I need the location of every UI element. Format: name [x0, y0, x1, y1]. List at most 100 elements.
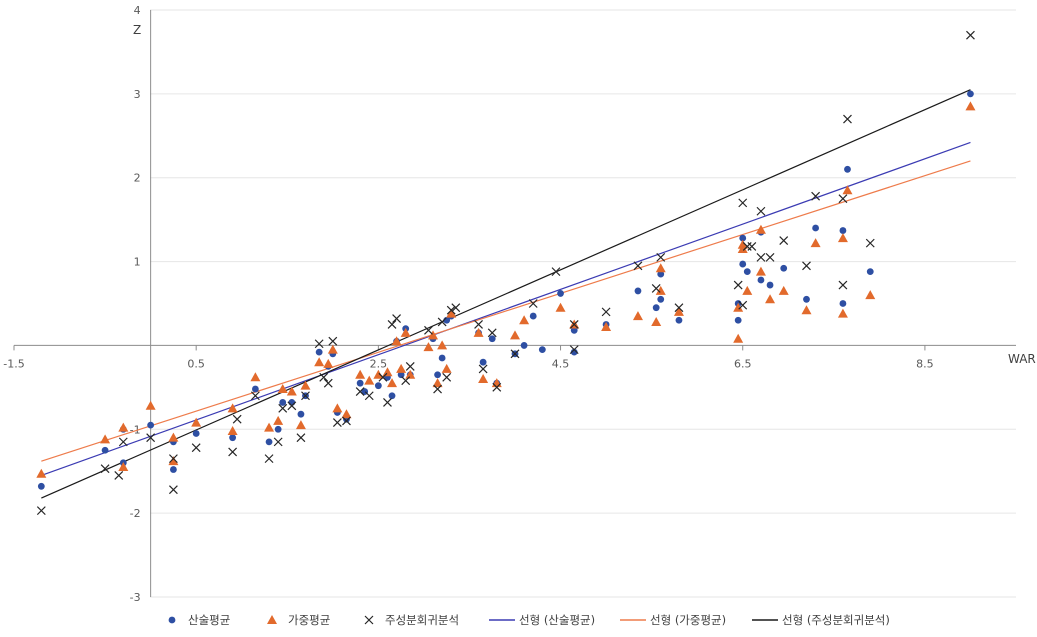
- data-point: [474, 320, 483, 329]
- data-point: [655, 263, 666, 273]
- data-point: [383, 398, 392, 407]
- data-point: [487, 328, 497, 338]
- data-point: [437, 340, 448, 350]
- data-point: [734, 316, 742, 324]
- data-point: [865, 290, 876, 300]
- data-point: [145, 400, 156, 410]
- data-point: [655, 285, 666, 295]
- data-point: [273, 415, 284, 425]
- data-point: [756, 252, 766, 262]
- data-point: [332, 403, 343, 413]
- data-point: [557, 290, 564, 297]
- data-point: [446, 305, 456, 315]
- data-point: [839, 300, 847, 307]
- legend-label: 선형 (주성분회귀분석): [782, 613, 890, 627]
- data-point: [652, 304, 660, 312]
- data-point: [356, 379, 364, 387]
- tick-labels: -1.5 0.5 2.5 4.5 6.5 8.5 -3 -2 -1 1 2 3 4: [3, 4, 933, 604]
- data-point: [314, 357, 325, 367]
- data-point: [286, 386, 297, 396]
- data-point: [743, 268, 751, 276]
- data-point: [328, 336, 338, 346]
- data-point: [342, 416, 351, 426]
- data-point: [510, 349, 520, 359]
- data-point: [442, 372, 452, 382]
- data-point: [323, 378, 333, 388]
- data-point: [810, 238, 821, 248]
- data-point: [288, 399, 296, 406]
- data-point: [405, 369, 416, 379]
- data-point: [488, 335, 496, 343]
- data-point: [839, 227, 847, 234]
- x-tick-label: 2.5: [370, 357, 388, 370]
- data-point: [364, 391, 374, 401]
- data-point: [478, 373, 489, 383]
- data-point: [37, 482, 45, 490]
- x-axis-title: WAR: [1008, 352, 1036, 366]
- data-point: [801, 305, 812, 315]
- data-point: [434, 371, 441, 379]
- data-point: [778, 285, 789, 295]
- data-point: [451, 303, 461, 313]
- data-point: [538, 346, 546, 354]
- data-point: [341, 409, 352, 419]
- data-point: [168, 432, 179, 442]
- data-point: [168, 456, 179, 466]
- data-point: [478, 364, 488, 374]
- data-point: [387, 378, 398, 388]
- data-point: [651, 316, 662, 326]
- data-point: [378, 372, 388, 382]
- data-point: [265, 438, 273, 446]
- data-point: [673, 306, 684, 316]
- data-point: [812, 224, 819, 232]
- legend-label: 주성분회귀분석: [385, 613, 459, 627]
- data-point: [780, 264, 788, 272]
- data-point: [966, 30, 975, 40]
- data-point: [433, 384, 442, 394]
- data-point: [250, 391, 260, 401]
- legend: 산술평균 가중평균 주성분회귀분석 선형 (산술평균) 선형 (가중평균) 선형 (주성분…: [168, 613, 890, 627]
- data-point: [168, 485, 178, 495]
- legend-marker: [267, 615, 277, 624]
- data-point: [843, 114, 852, 124]
- data-point: [100, 434, 111, 444]
- data-point: [264, 454, 274, 464]
- data-point: [424, 325, 433, 335]
- data-point: [739, 260, 747, 268]
- data-point: [227, 425, 238, 435]
- data-point: [844, 165, 851, 173]
- data-point: [733, 333, 744, 343]
- x-tick-label: -1.5: [3, 357, 24, 370]
- data-point: [765, 294, 776, 304]
- data-point: [36, 468, 47, 478]
- legend-label: 선형 (산술평균): [519, 613, 595, 627]
- data-point: [301, 391, 310, 401]
- data-point: [473, 327, 484, 337]
- data-point: [315, 348, 323, 356]
- data-point: [675, 316, 683, 324]
- data-point: [264, 422, 275, 432]
- data-points: [36, 30, 976, 516]
- data-point: [779, 236, 789, 246]
- y-tick-label: -1: [130, 423, 141, 436]
- x-tick-label: 0.5: [187, 357, 205, 370]
- data-point: [332, 418, 342, 428]
- data-point: [528, 299, 538, 308]
- data-point: [374, 382, 382, 390]
- legend-marker: [364, 615, 374, 625]
- data-point: [601, 307, 611, 317]
- data-point: [838, 194, 848, 204]
- data-point: [355, 369, 366, 379]
- data-point: [838, 280, 848, 290]
- data-point: [423, 342, 434, 352]
- data-point: [392, 314, 402, 324]
- x-tick-label: 4.5: [552, 357, 570, 370]
- y-tick-label: 4: [134, 4, 141, 17]
- data-point: [250, 372, 261, 382]
- data-point: [437, 317, 447, 327]
- y-tick-label: 3: [134, 88, 141, 101]
- data-point: [551, 267, 561, 277]
- y-axis-title: Z: [133, 23, 141, 37]
- data-point: [766, 281, 774, 289]
